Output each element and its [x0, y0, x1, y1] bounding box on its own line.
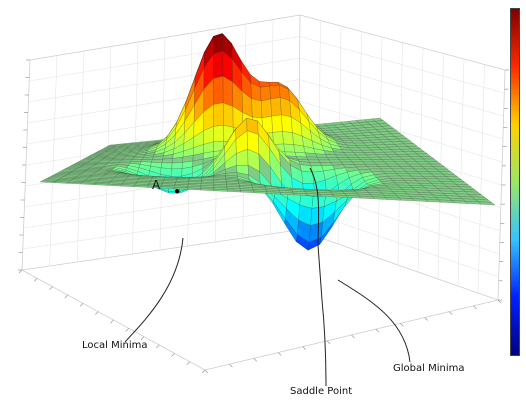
point-a-label: A: [152, 178, 161, 192]
local-minima-label: Local Minima: [82, 340, 148, 351]
colorbar: [510, 8, 520, 356]
surface-mesh: [39, 32, 496, 251]
annotation-leaders: [124, 167, 411, 387]
axis-ticks: [18, 59, 509, 374]
global-minima-label: Global Minima: [393, 363, 465, 374]
saddle-point-label: Saddle Point: [290, 386, 353, 397]
